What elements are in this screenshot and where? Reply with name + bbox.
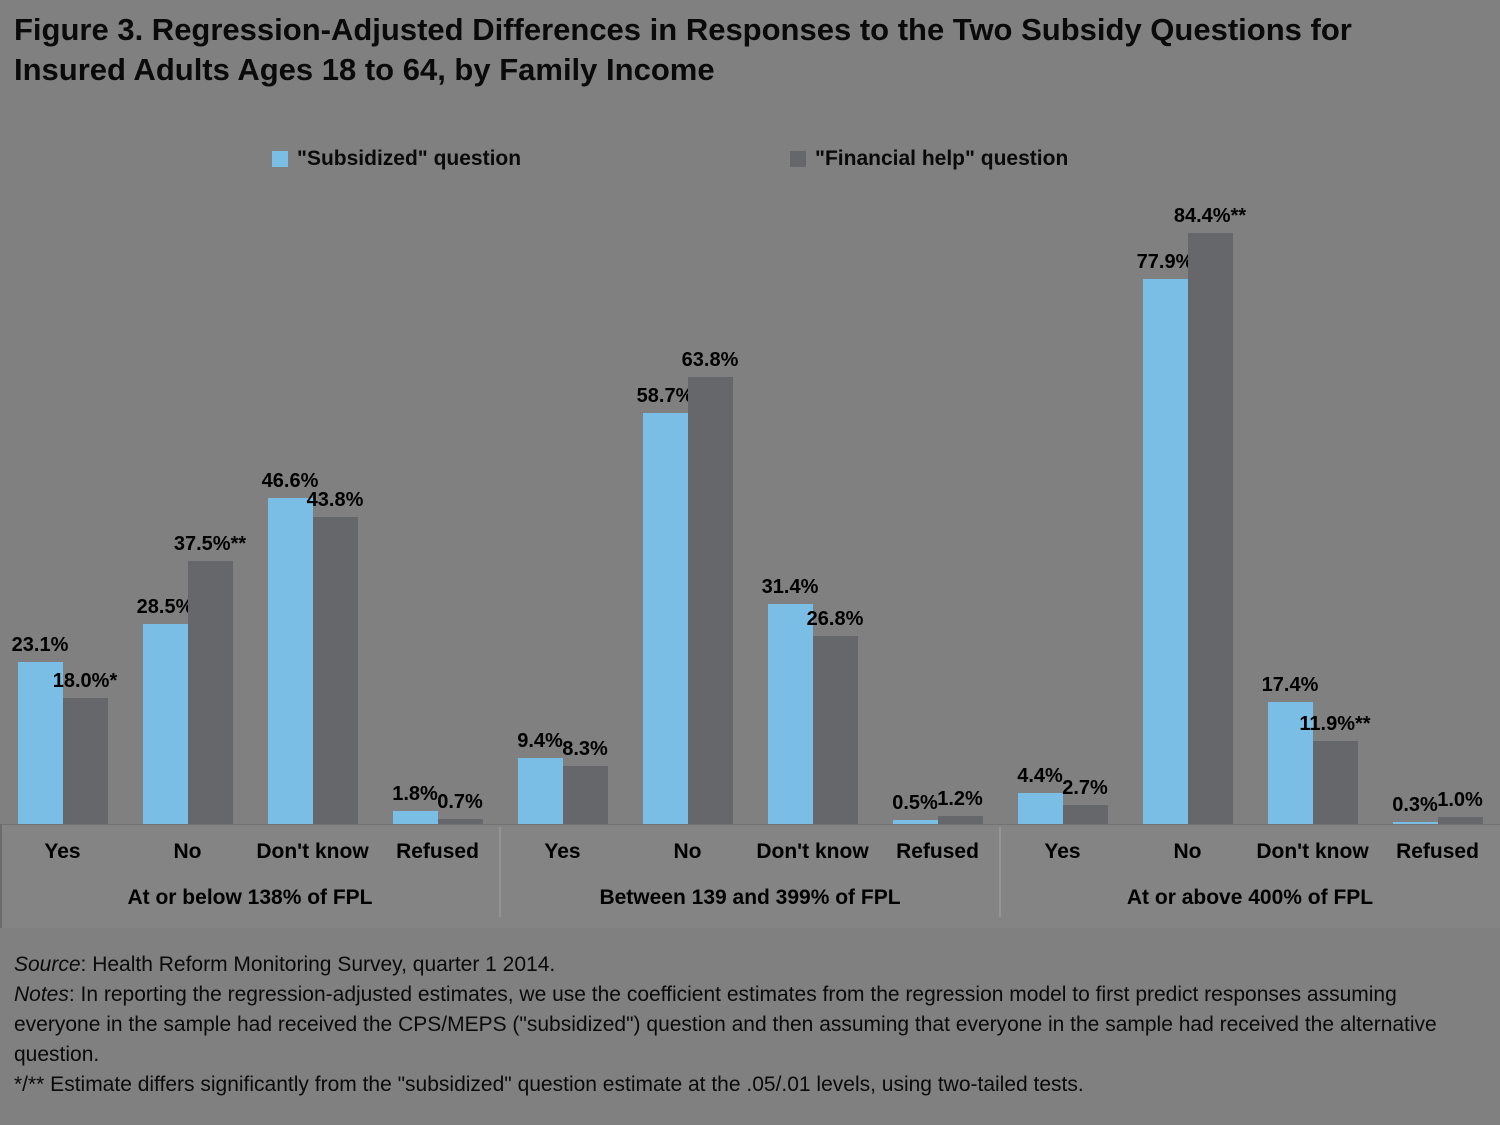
category-label: Yes	[544, 840, 581, 863]
category-label: Yes	[1044, 840, 1081, 863]
bar-value-label: 0.7%	[437, 791, 483, 813]
bar-subsidized	[767, 604, 813, 824]
legend-label-financial-help: "Financial help" question	[815, 147, 1069, 170]
bar-value-label: 0.3%	[1392, 794, 1438, 816]
bar-value-label: 2.7%	[1062, 777, 1108, 799]
figure-title-line1: Figure 3. Regression-Adjusted Difference…	[14, 12, 1352, 47]
group-label: Between 139 and 399% of FPL	[599, 886, 901, 909]
bar-value-label: 46.6%	[261, 470, 319, 492]
bar-subsidized	[1267, 702, 1313, 824]
bar-subsidized	[1142, 279, 1188, 824]
bar-financial-help	[187, 561, 233, 824]
bar-subsidized	[1017, 793, 1063, 824]
notes-label: Notes	[14, 983, 69, 1006]
figure-title-line2: Insured Adults Ages 18 to 64, by Family …	[14, 52, 715, 87]
axis-left-tick	[0, 824, 2, 928]
bar-value-label: 63.8%	[681, 349, 739, 371]
figure-title: Figure 3. Regression-Adjusted Difference…	[14, 10, 1352, 90]
category-label: No	[673, 840, 702, 863]
bar-value-label: 28.5%	[136, 596, 194, 618]
source-note: Source: Health Reform Monitoring Survey,…	[14, 950, 1462, 980]
group-label: At or below 138% of FPL	[127, 886, 373, 909]
source-label: Source	[14, 953, 81, 976]
source-text: : Health Reform Monitoring Survey, quart…	[80, 953, 556, 976]
category-label: Don't know	[1256, 840, 1369, 863]
notes-text: : In reporting the regression-adjusted e…	[14, 983, 1437, 1066]
bar-value-label: 43.8%	[306, 489, 364, 511]
category-label: No	[1173, 840, 1202, 863]
bar-financial-help	[62, 698, 108, 824]
bar-value-label: 4.4%	[1017, 765, 1063, 787]
category-label: Don't know	[756, 840, 869, 863]
bar-value-label: 1.8%	[392, 783, 438, 805]
category-label: Don't know	[256, 840, 369, 863]
category-label: No	[173, 840, 202, 863]
bar-value-label: 31.4%	[761, 576, 819, 598]
bar-value-label: 11.9%**	[1299, 713, 1371, 735]
bar-subsidized	[892, 820, 938, 824]
bar-value-label: 37.5%**	[173, 533, 247, 555]
group-label: At or above 400% of FPL	[1126, 886, 1374, 909]
category-label: Yes	[44, 840, 81, 863]
category-label: Refused	[896, 840, 979, 863]
legend-item-subsidized: "Subsidized" question	[272, 147, 521, 171]
bar-subsidized	[517, 758, 563, 824]
bar-value-label: 26.8%	[806, 608, 864, 630]
bar-value-label: 18.0%*	[52, 670, 118, 692]
bar-value-label: 1.2%	[937, 788, 983, 810]
bar-value-label: 1.0%	[1437, 789, 1483, 811]
legend-item-financial-help: "Financial help" question	[790, 147, 1068, 171]
bar-subsidized	[392, 811, 438, 824]
methods-note: Notes: In reporting the regression-adjus…	[14, 980, 1462, 1070]
bar-value-label: 0.5%	[892, 792, 938, 814]
bar-subsidized	[17, 662, 63, 824]
bar-subsidized	[642, 413, 688, 824]
x-axis-band	[0, 824, 1500, 928]
bar-financial-help	[1437, 817, 1483, 824]
legend-label-subsidized: "Subsidized" question	[297, 147, 522, 170]
footer-notes: Source: Health Reform Monitoring Survey,…	[14, 950, 1462, 1100]
bar-financial-help	[437, 819, 483, 824]
group-divider	[499, 827, 501, 917]
group-divider	[999, 827, 1001, 917]
bar-value-label: 58.7%	[636, 385, 694, 407]
bar-value-label: 23.1%	[11, 634, 69, 656]
bar-financial-help	[312, 517, 358, 824]
bar-financial-help	[687, 377, 733, 824]
category-label: Refused	[396, 840, 479, 863]
bar-financial-help	[1312, 741, 1358, 824]
legend-swatch-financial-help-icon	[790, 151, 806, 167]
significance-note: */** Estimate differs significantly from…	[14, 1073, 1084, 1096]
bar-subsidized	[267, 498, 313, 824]
bar-subsidized	[142, 624, 188, 824]
bar-financial-help	[812, 636, 858, 824]
bar-financial-help	[562, 766, 608, 824]
bar-value-label: 84.4%**	[1173, 205, 1247, 227]
category-label: Refused	[1396, 840, 1479, 863]
bar-financial-help	[1187, 233, 1233, 824]
bar-value-label: 17.4%	[1261, 674, 1319, 696]
bar-subsidized	[1392, 822, 1438, 824]
bar-value-label: 9.4%	[517, 730, 563, 752]
bar-financial-help	[1062, 805, 1108, 824]
bar-value-label: 77.9%	[1136, 251, 1194, 273]
legend-swatch-subsidized-icon	[272, 151, 288, 167]
bar-financial-help	[937, 816, 983, 824]
bar-value-label: 8.3%	[562, 738, 608, 760]
